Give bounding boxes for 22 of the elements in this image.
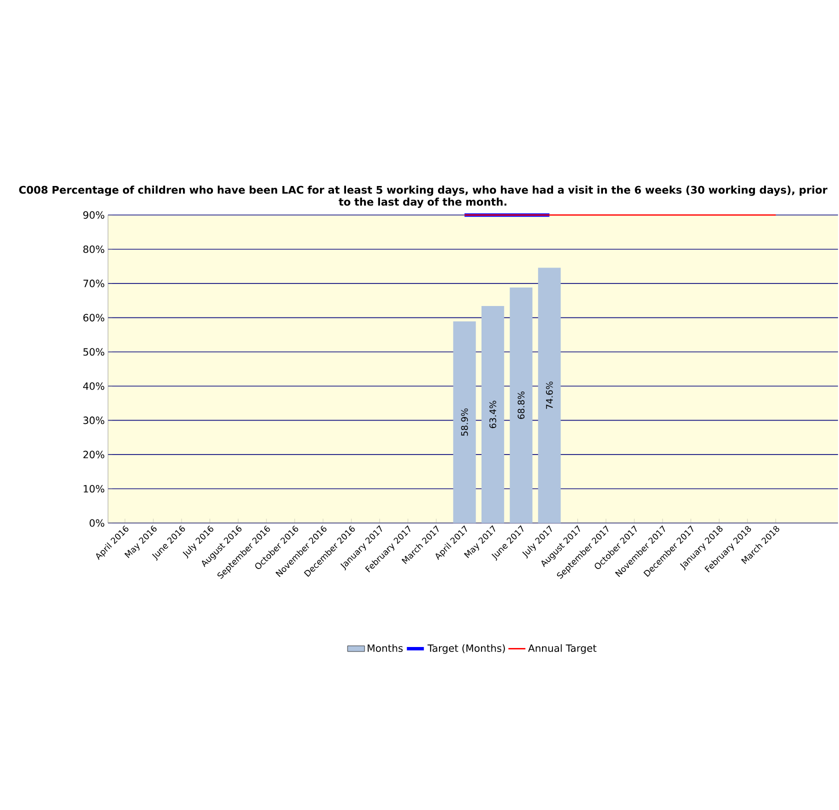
legend-label: Annual Target (528, 644, 596, 654)
chart-title: C008 Percentage of children who have been LAC for at least 5 working days, who have had a visit in the 6 weeks (30 working days), prior to the last day of the month. (19, 186, 828, 208)
y-tick-label: 50% (83, 348, 104, 356)
y-tick-label: 90% (83, 211, 104, 219)
bar (510, 288, 532, 523)
data-label: 68.8% (518, 392, 524, 419)
y-tick-label: 80% (83, 245, 104, 253)
y-tick-label: 30% (83, 416, 104, 424)
y-tick-label: 10% (84, 484, 104, 493)
y-tick-label: 60% (83, 314, 104, 322)
legend-label: Target (Months) (428, 644, 505, 654)
bar (481, 306, 504, 523)
data-label: 74.6% (546, 382, 553, 409)
y-tick-label: 70% (83, 280, 104, 288)
data-label: 63.4% (489, 400, 496, 428)
bar (453, 321, 476, 523)
bar (538, 268, 561, 523)
y-tick-label: 40% (83, 382, 104, 390)
y-tick-label: 0% (90, 519, 104, 527)
y-tick-label: 20% (83, 450, 104, 458)
legend-label: Months (368, 644, 403, 652)
data-label: 58.9% (461, 408, 468, 436)
